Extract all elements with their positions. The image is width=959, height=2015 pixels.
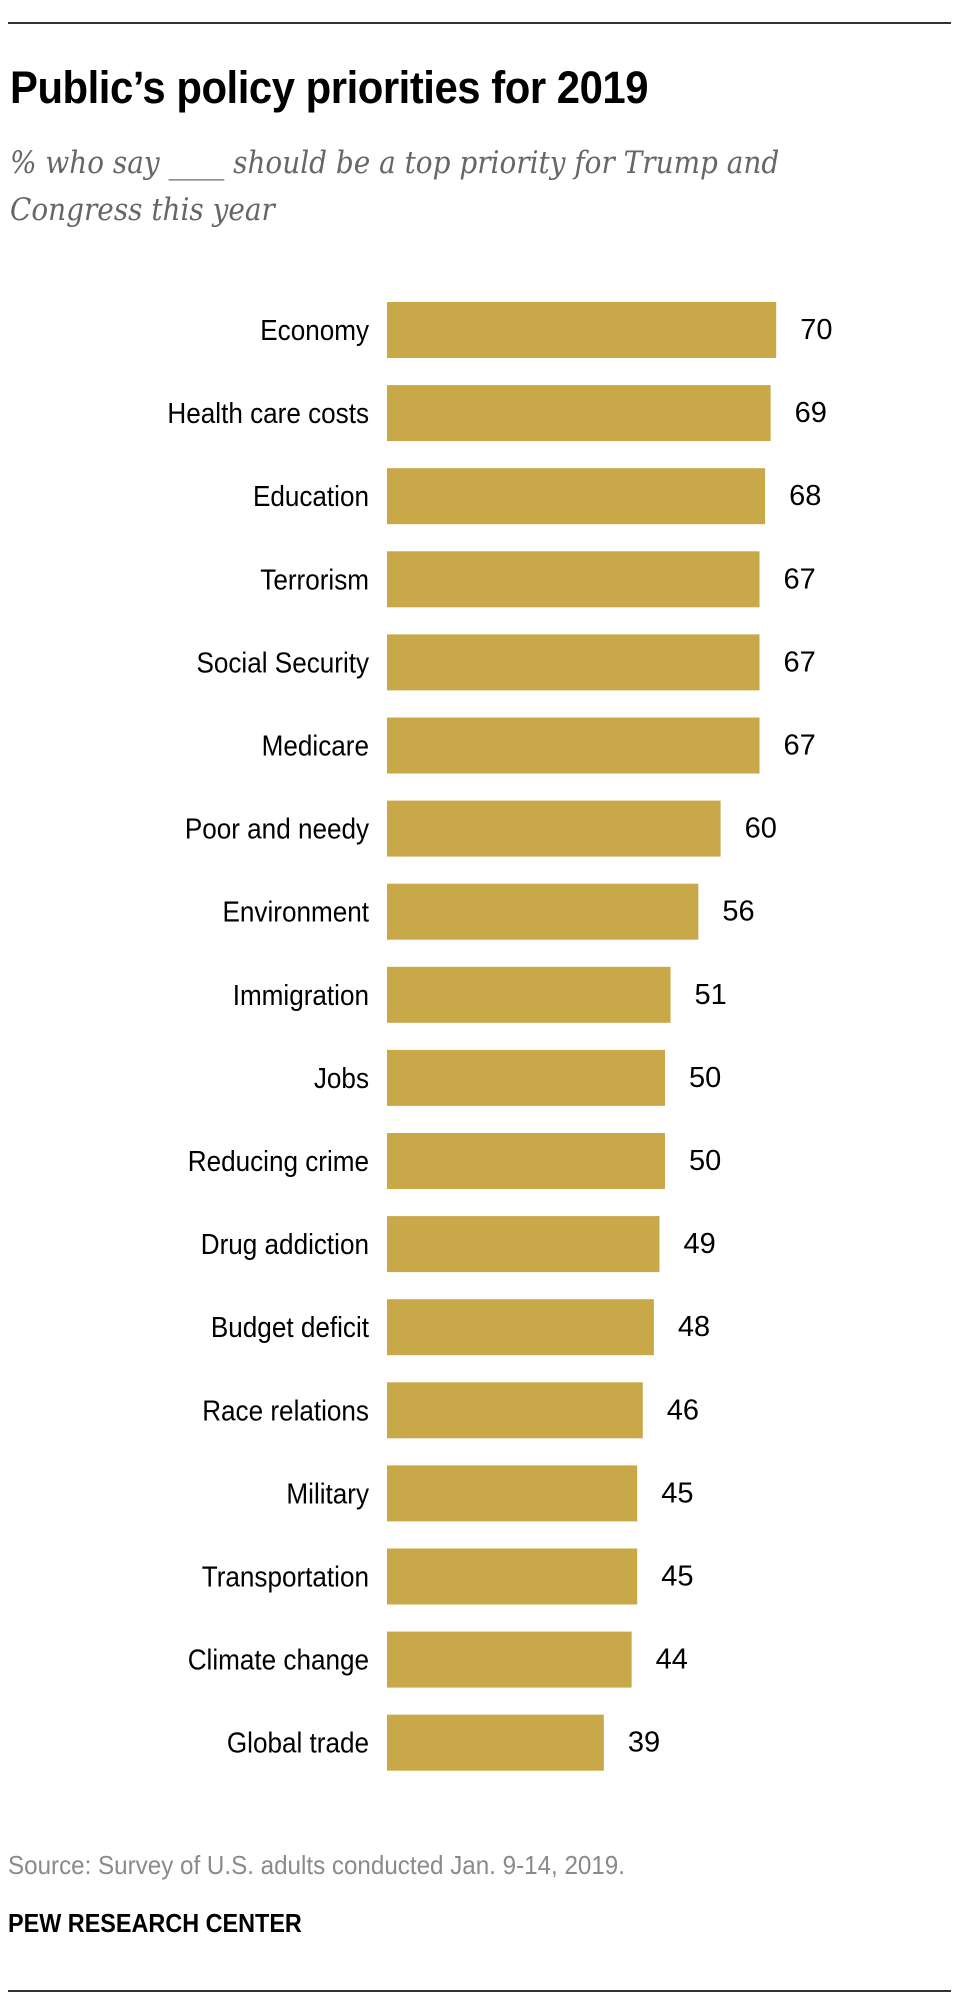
bar — [387, 385, 771, 442]
value-label: 45 — [661, 1477, 693, 1509]
bar-row: Transportation 45 — [202, 1548, 693, 1605]
value-label: 67 — [784, 563, 816, 595]
bar-row: Global trade 39 — [227, 1714, 660, 1771]
value-label: 51 — [695, 979, 727, 1011]
bar — [387, 717, 760, 774]
chart-subtitle: % who say ____ should be a top priority … — [10, 145, 780, 228]
bar — [387, 1133, 665, 1189]
bar — [387, 1465, 638, 1522]
bar — [387, 1049, 665, 1106]
category-label: Economy — [260, 314, 369, 347]
bar-row: Education 68 — [253, 468, 821, 525]
bar-row: Race relations 46 — [202, 1382, 699, 1439]
bar-row: Medicare 67 — [262, 717, 816, 774]
top-rule — [8, 22, 951, 24]
bar-chart: Economy 70 Health care costs 69 Education 68 T… — [167, 302, 832, 1771]
category-label: Health care costs — [167, 397, 369, 430]
bar-row: Climate change 44 — [188, 1631, 688, 1688]
value-label: 69 — [795, 397, 827, 429]
bar — [387, 1382, 643, 1439]
bar-row: Economy 70 — [260, 302, 832, 358]
value-label: 68 — [789, 480, 821, 512]
bar-row: Reducing crime 50 — [188, 1133, 721, 1189]
value-label: 49 — [683, 1228, 715, 1260]
category-label: Drug addiction — [201, 1228, 369, 1261]
category-label: Poor and needy — [185, 812, 369, 845]
value-label: 67 — [784, 730, 816, 762]
source-note: Source: Survey of U.S. adults conducted … — [8, 1850, 625, 1880]
value-label: 48 — [678, 1311, 710, 1343]
category-label: Reducing crime — [188, 1145, 369, 1178]
bar — [387, 551, 760, 608]
bar-row: Terrorism 67 — [260, 551, 816, 608]
category-label: Education — [253, 480, 369, 513]
bar — [387, 634, 760, 691]
brand-logo-text: PEW RESEARCH CENTER — [8, 1908, 302, 1938]
bar-row: Military 45 — [286, 1465, 693, 1522]
value-label: 39 — [628, 1727, 660, 1759]
bar — [387, 800, 721, 857]
category-label: Global trade — [227, 1726, 369, 1759]
category-label: Medicare — [262, 729, 369, 762]
category-label: Military — [286, 1477, 369, 1510]
category-label: Transportation — [202, 1560, 369, 1593]
value-label: 50 — [689, 1145, 721, 1177]
category-label: Budget deficit — [211, 1311, 369, 1344]
category-label: Social Security — [196, 646, 369, 679]
bar-row: Social Security 67 — [196, 634, 816, 691]
bar — [387, 883, 699, 940]
bar — [387, 1548, 638, 1605]
value-label: 46 — [667, 1394, 699, 1426]
bar-row: Immigration 51 — [233, 966, 727, 1023]
bar-row: Poor and needy 60 — [185, 800, 777, 857]
bar-row: Budget deficit 48 — [211, 1299, 710, 1356]
bar-row: Jobs 50 — [314, 1049, 721, 1106]
category-label: Jobs — [314, 1062, 369, 1095]
bar — [387, 1216, 660, 1273]
bar — [387, 1631, 632, 1688]
value-label: 44 — [656, 1644, 688, 1676]
bar-row: Drug addiction 49 — [201, 1216, 716, 1273]
value-label: 45 — [661, 1561, 693, 1593]
category-label: Terrorism — [260, 563, 369, 596]
category-label: Environment — [223, 895, 370, 928]
value-label: 56 — [722, 896, 754, 928]
value-label: 67 — [784, 646, 816, 678]
bottom-rule — [8, 1990, 951, 1992]
chart-title: Public’s policy priorities for 2019 — [10, 62, 649, 113]
category-label: Race relations — [202, 1394, 369, 1427]
bar — [387, 966, 671, 1023]
bars-layer: Economy 70 Health care costs 69 Education 68 T… — [167, 302, 832, 1771]
bar-row: Health care costs 69 — [167, 385, 827, 442]
value-label: 60 — [745, 813, 777, 845]
bar-row: Environment 56 — [223, 883, 755, 940]
bar — [387, 302, 777, 358]
bar — [387, 468, 766, 525]
category-label: Climate change — [188, 1643, 369, 1676]
value-label: 50 — [689, 1062, 721, 1094]
value-label: 70 — [800, 314, 832, 346]
category-label: Immigration — [233, 979, 369, 1012]
bar — [387, 1714, 604, 1771]
bar — [387, 1299, 654, 1356]
